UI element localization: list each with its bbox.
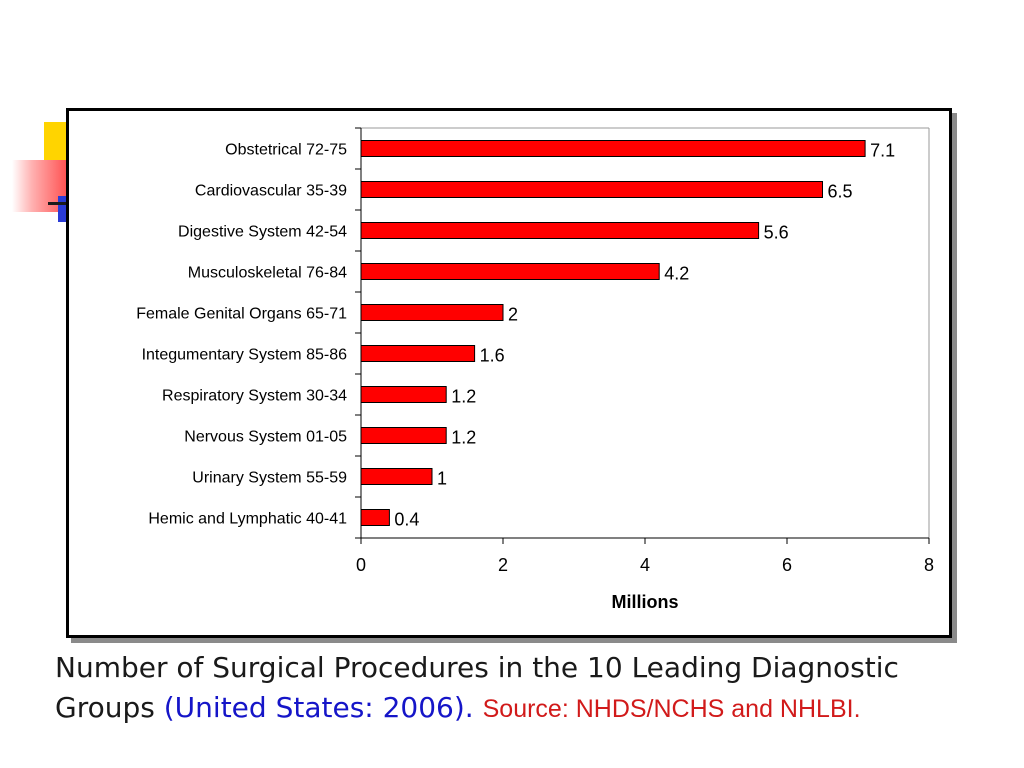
category-label: Integumentary System 85-86: [142, 347, 348, 364]
caption-line-1: Number of Surgical Procedures in the 10 …: [55, 651, 899, 684]
x-tick-label: 6: [782, 555, 792, 575]
data-label: 2: [508, 305, 518, 325]
caption-line-2: Groups (United States: 2006). Source: NH…: [55, 688, 1015, 729]
bar: [360, 181, 823, 198]
data-label: 1.2: [451, 387, 476, 407]
category-label: Urinary System 55-59: [192, 470, 347, 487]
category-label: Hemic and Lymphatic 40-41: [148, 511, 347, 528]
category-label: Musculoskeletal 76-84: [188, 265, 347, 282]
bar: [360, 304, 504, 321]
caption-groups: Groups: [55, 691, 155, 724]
decorative-line: [48, 202, 70, 205]
bar: [360, 263, 660, 280]
x-axis-title: Millions: [612, 592, 679, 612]
bar: [360, 140, 866, 157]
data-label: 4.2: [664, 264, 689, 284]
bar-chart: Obstetrical 72-75 7.1 Cardiovascular 35-39…: [136, 127, 934, 612]
x-tick-label: 0: [356, 555, 366, 575]
category-label: Respiratory System 30-34: [162, 388, 347, 405]
caption-source: Source: NHDS/NCHS and NHLBI.: [482, 695, 861, 723]
data-label: 0.4: [394, 510, 419, 530]
category-label: Nervous System 01-05: [184, 429, 347, 446]
data-label: 1: [437, 469, 447, 489]
x-tick-label: 4: [640, 555, 650, 575]
bar: [360, 468, 433, 485]
data-label: 6.5: [828, 182, 853, 202]
category-label: Digestive System 42-54: [178, 224, 347, 241]
bar: [360, 386, 447, 403]
category-label: Obstetrical 72-75: [225, 142, 347, 159]
chart-frame: Obstetrical 72-75 7.1 Cardiovascular 35-39…: [66, 108, 952, 638]
category-label: Female Genital Organs 65-71: [136, 306, 347, 323]
data-label: 1.6: [480, 346, 505, 366]
data-label: 5.6: [764, 223, 789, 243]
chart-caption: Number of Surgical Procedures in the 10 …: [55, 648, 1015, 729]
x-tick-label: 8: [924, 555, 934, 575]
data-label: 7.1: [870, 141, 895, 161]
bar: [360, 509, 390, 526]
x-tick-label: 2: [498, 555, 508, 575]
bar: [360, 427, 447, 444]
category-label: Cardiovascular 35-39: [195, 183, 347, 200]
caption-region-year: (United States: 2006).: [163, 691, 474, 724]
bar: [360, 345, 476, 362]
data-label: 1.2: [451, 428, 476, 448]
bar: [360, 222, 760, 239]
